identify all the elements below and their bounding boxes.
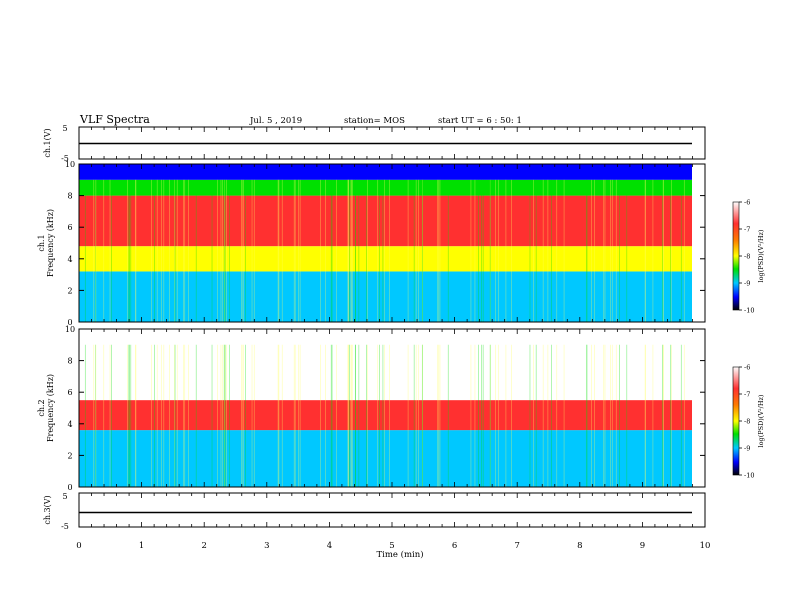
xtick-label: 2 bbox=[201, 541, 206, 551]
xtick-label: 0 bbox=[76, 541, 81, 551]
ch2-colorbar-label: log(PSD)(V²/Hz) bbox=[757, 394, 765, 447]
ch1-spectrogram-panel: 0 2 4 6 8 10 ch.1 Frequency (kHz) bbox=[37, 160, 706, 327]
time-axis-label: Time (min) bbox=[376, 549, 423, 560]
colorbar-tick-label: -6 bbox=[744, 364, 750, 372]
ch1-colorbar-scale bbox=[732, 201, 740, 311]
ch1-colorbar-label: log(PSD)(V²/Hz) bbox=[757, 229, 765, 282]
ch2-colorbar: -6 -7 -8 -9 -10 log(PSD)(V²/Hz) bbox=[732, 364, 765, 480]
date-label: Jul. 5 , 2019 bbox=[249, 116, 302, 126]
ch2-spectrogram-panel: 0 2 4 6 8 10 ch.2 Frequency (kHz) bbox=[37, 325, 706, 492]
ch1-ytick-bottom: -5 bbox=[61, 154, 69, 163]
ch1-colorbar: -6 -7 -8 -9 -10 log(PSD)(V²/Hz) bbox=[732, 199, 765, 315]
ch1-spectrogram-ylabel: Frequency (kHz) bbox=[46, 209, 55, 277]
ch1-spectrogram-channel: ch.1 bbox=[37, 234, 46, 251]
spectrogram-band-1 bbox=[79, 246, 692, 272]
figure-title: VLF Spectra bbox=[79, 113, 150, 126]
ch3-ytick-bottom: -5 bbox=[61, 522, 69, 531]
ch1-waveform-ylabel: ch.1(V) bbox=[43, 128, 52, 157]
spectrogram-band-3 bbox=[79, 179, 692, 196]
ytick-label: 6 bbox=[67, 223, 72, 232]
ytick-label: 6 bbox=[67, 388, 72, 397]
ytick-label: 10 bbox=[65, 160, 75, 169]
ytick-label: 8 bbox=[67, 357, 72, 366]
spectrogram-band-2 bbox=[79, 329, 692, 401]
ch1-ytick-top: 5 bbox=[62, 124, 67, 133]
xtick-label: 4 bbox=[327, 541, 332, 551]
colorbar-tick-label: -10 bbox=[744, 307, 754, 315]
ytick-label: 2 bbox=[67, 286, 72, 295]
colorbar-tick-label: -8 bbox=[744, 253, 750, 261]
colorbar-tick-label: -9 bbox=[744, 445, 750, 453]
spectrogram-band-0 bbox=[79, 430, 692, 487]
time-axis: 0 1 2 3 4 5 6 7 8 9 10 bbox=[76, 127, 710, 551]
ytick-label: 0 bbox=[67, 318, 72, 327]
spectrogram-band-1 bbox=[79, 400, 692, 431]
ytick-label: 0 bbox=[67, 483, 72, 492]
colorbar-tick-label: -7 bbox=[744, 391, 750, 399]
ytick-label: 10 bbox=[65, 325, 75, 334]
colorbar-tick-label: -9 bbox=[744, 280, 750, 288]
ch2-spectrogram-image bbox=[79, 329, 705, 487]
xtick-label: 3 bbox=[264, 541, 269, 551]
colorbar-tick-label: -10 bbox=[744, 472, 754, 480]
ch3-ytick-top: 5 bbox=[62, 492, 67, 501]
ytick-label: 4 bbox=[67, 420, 72, 429]
ch2-spectrogram-channel: ch.2 bbox=[37, 399, 46, 416]
ytick-label: 2 bbox=[67, 451, 72, 460]
xtick-label: 5 bbox=[389, 541, 394, 551]
ch1-spectrogram-image bbox=[79, 164, 705, 322]
colorbar-tick-label: -8 bbox=[744, 418, 750, 426]
spectrogram-band-0 bbox=[79, 271, 692, 322]
ytick-label: 4 bbox=[67, 255, 72, 264]
colorbar-tick-label: -6 bbox=[744, 199, 750, 207]
xtick-label: 8 bbox=[577, 541, 582, 551]
ch1-waveform-panel: 5 -5 ch.1(V) bbox=[43, 124, 706, 163]
xtick-label: 1 bbox=[139, 541, 144, 551]
spectrogram-band-4 bbox=[79, 164, 692, 180]
start-time-label: start UT = 6 : 50: 1 bbox=[438, 116, 522, 126]
station-label: station= MOS bbox=[344, 116, 405, 126]
xtick-label: 10 bbox=[700, 541, 711, 551]
colorbar-tick-label: -7 bbox=[744, 226, 750, 234]
ch3-waveform-ylabel: ch.3(V) bbox=[43, 495, 52, 524]
ytick-label: 8 bbox=[67, 192, 72, 201]
ch3-waveform-panel: 5 -5 ch.3(V) bbox=[43, 492, 706, 531]
ch3-waveform-frame bbox=[78, 492, 706, 528]
xtick-label: 7 bbox=[514, 541, 519, 551]
spectrogram-band-2 bbox=[79, 195, 692, 247]
xtick-label: 6 bbox=[452, 541, 457, 551]
ch2-colorbar-scale bbox=[732, 366, 740, 476]
ch2-spectrogram-ylabel: Frequency (kHz) bbox=[46, 374, 55, 442]
xtick-label: 9 bbox=[640, 541, 645, 551]
